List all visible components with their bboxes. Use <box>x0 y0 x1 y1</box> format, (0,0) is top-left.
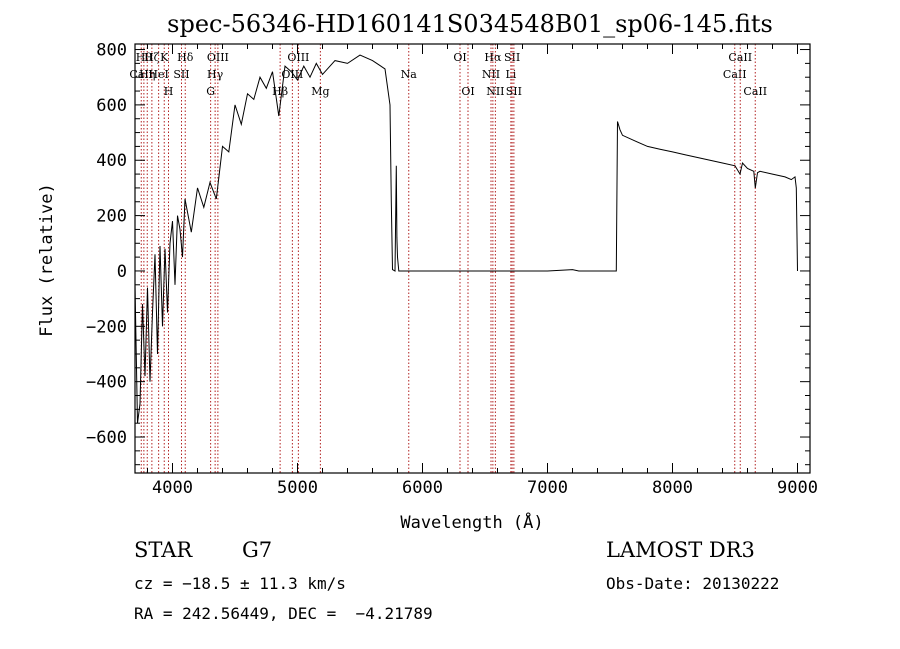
line-marker-label: K <box>160 51 169 64</box>
object-subclass: G7 <box>242 538 273 562</box>
y-tick-label: 0 <box>117 262 127 282</box>
y-tick-label: 400 <box>96 151 127 171</box>
line-marker-label: G <box>206 85 215 98</box>
line-marker-label: Na <box>401 68 418 81</box>
x-tick-label: 4000 <box>152 478 193 498</box>
chart-title: spec-56346-HD160141S034548B01_sp06-145.f… <box>167 10 773 38</box>
x-tick-label: 8000 <box>652 478 693 498</box>
line-marker-label: SII <box>506 85 522 98</box>
spectrum-series <box>134 54 798 424</box>
line-marker-label: NII <box>482 68 500 81</box>
line-marker-label: Hα <box>484 51 502 64</box>
y-tick-label: 200 <box>96 207 127 227</box>
object-class: STAR <box>134 538 193 562</box>
observation-date: Obs-Date: 20130222 <box>606 574 780 593</box>
spectrum-line <box>134 54 798 424</box>
x-tick-label: 7000 <box>527 478 568 498</box>
x-axis-label: Wavelength (Å) <box>400 511 543 533</box>
axis-ticks: 4000 5000 6000 7000 8000 9000 −600 −400 −200 0 200… <box>86 41 818 498</box>
y-tick-label: 600 <box>96 96 127 116</box>
y-tick-label: −600 <box>86 428 127 448</box>
y-tick-label: −200 <box>86 317 127 337</box>
line-marker-label: CaII <box>743 85 767 98</box>
line-marker-label: CaII <box>728 51 752 64</box>
x-tick-label: 6000 <box>402 478 443 498</box>
line-marker-label: Hζ <box>144 51 160 64</box>
line-marker-label: SII <box>504 51 520 64</box>
line-marker-label: Hθ <box>136 51 153 64</box>
line-marker-label: Hη <box>139 68 155 81</box>
y-axis-label: Flux (relative) <box>37 183 57 337</box>
line-markers: CaIIHθHηHζHeIKHSIIHδGHγOIIIHβOIIIOIIIMgN… <box>129 44 767 473</box>
line-marker-label: Hγ <box>207 68 224 81</box>
line-marker-label: CaII <box>723 68 747 81</box>
y-tick-label: −400 <box>86 373 127 393</box>
line-marker-label: OI <box>461 85 474 98</box>
line-marker-label: OI <box>453 51 466 64</box>
redshift-velocity: cz = −18.5 ± 11.3 km/s <box>134 574 346 593</box>
line-marker-label: NII <box>486 85 504 98</box>
line-marker-label: Li <box>505 68 516 81</box>
y-tick-label: 800 <box>96 41 127 61</box>
survey-name: LAMOST DR3 <box>606 538 755 562</box>
line-marker-label: Mg <box>311 85 329 98</box>
x-tick-label: 9000 <box>777 478 818 498</box>
line-marker-label: SII <box>173 68 189 81</box>
coordinates: RA = 242.56449, DEC = −4.21789 <box>134 604 433 623</box>
line-marker-label: OIII <box>287 51 309 64</box>
line-marker-label: H <box>164 85 174 98</box>
line-marker-label: OIII <box>207 51 229 64</box>
line-marker-label: OIII <box>281 68 303 81</box>
line-marker-label: Hδ <box>177 51 194 64</box>
x-tick-label: 5000 <box>277 478 318 498</box>
line-marker-label: HeI <box>148 68 168 81</box>
